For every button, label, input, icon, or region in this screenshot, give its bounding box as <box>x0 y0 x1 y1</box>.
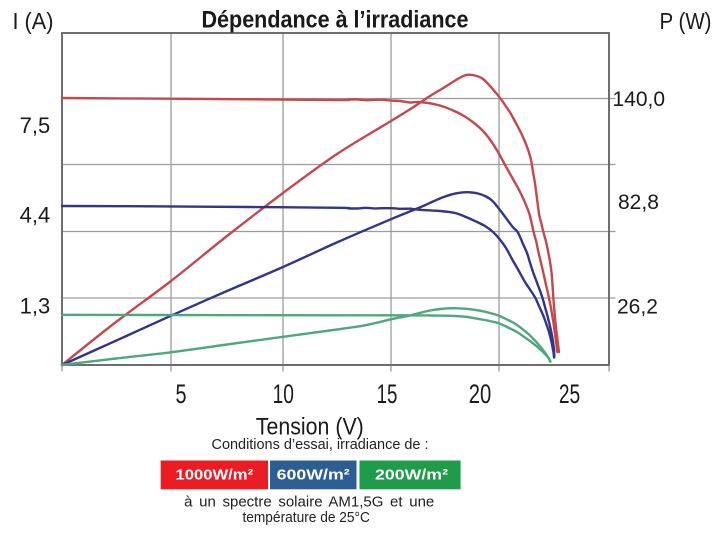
svg-text:140,0: 140,0 <box>613 88 666 111</box>
svg-text:10: 10 <box>273 379 294 409</box>
svg-text:Tension (V): Tension (V) <box>256 414 364 441</box>
svg-text:600W/m²: 600W/m² <box>277 466 350 483</box>
svg-text:4,4: 4,4 <box>20 202 51 227</box>
svg-text:à un spectre solaire AM1,5G et: à un spectre solaire AM1,5G et une <box>184 493 434 510</box>
svg-text:température de 25°C: température de 25°C <box>242 509 370 526</box>
svg-text:15: 15 <box>377 379 398 409</box>
svg-text:5: 5 <box>176 379 187 409</box>
svg-text:82,8: 82,8 <box>618 191 659 214</box>
svg-text:1000W/m²: 1000W/m² <box>175 466 253 483</box>
svg-text:25: 25 <box>559 379 580 409</box>
svg-text:20: 20 <box>469 379 492 409</box>
svg-text:P (W): P (W) <box>660 8 712 34</box>
svg-text:26,2: 26,2 <box>617 296 658 319</box>
svg-text:I (A): I (A) <box>13 8 54 34</box>
svg-text:Dépendance à l’irradiance: Dépendance à l’irradiance <box>202 7 469 34</box>
svg-text:Conditions d’essai, irradiance: Conditions d’essai, irradiance de : <box>212 437 429 453</box>
svg-text:7,5: 7,5 <box>20 113 51 138</box>
svg-text:1,3: 1,3 <box>20 294 51 319</box>
svg-text:200W/m²: 200W/m² <box>375 466 448 483</box>
